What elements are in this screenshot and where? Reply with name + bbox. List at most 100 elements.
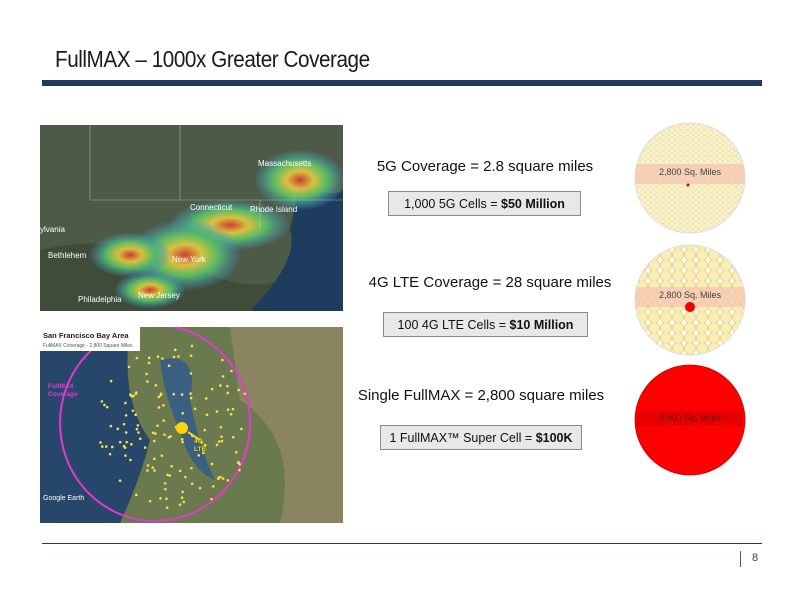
cell-site <box>132 394 135 398</box>
cell-site <box>238 462 241 466</box>
cost-box: 1 FullMAX™ Super Cell = $100K <box>380 425 582 450</box>
cell-site <box>215 410 219 413</box>
cell-site <box>190 482 194 486</box>
cell-site <box>172 392 176 396</box>
cell-site <box>178 469 182 473</box>
bay-coverage: FullMAX Coverage <box>48 383 78 398</box>
cell-site <box>210 387 214 391</box>
coverage-4g <box>634 244 746 356</box>
cell-site <box>167 364 171 368</box>
map-label: ylvania <box>40 225 65 234</box>
cell-site <box>240 427 243 431</box>
cell-site <box>151 431 155 435</box>
cell-site <box>166 473 169 477</box>
cell-site <box>178 503 182 507</box>
cell-site <box>211 485 215 488</box>
cell-site <box>219 425 223 429</box>
cell-site <box>157 406 161 409</box>
cell-site <box>161 357 164 360</box>
cell-site <box>180 438 184 441</box>
cell-site <box>189 396 193 400</box>
cell-site <box>124 454 127 457</box>
footer-line <box>42 543 762 544</box>
cell-site <box>226 391 230 395</box>
cell-site <box>123 446 127 449</box>
map-label: New Jersey <box>138 291 180 300</box>
cell-site <box>215 443 219 447</box>
cell-site <box>173 348 177 352</box>
bay-map <box>40 327 343 523</box>
cell-site <box>138 437 142 441</box>
cost-box: 100 4G LTE Cells = $10 Million <box>383 312 588 337</box>
cell-site <box>172 355 176 359</box>
row-heading: Single FullMAX = 2,800 square miles <box>357 387 605 404</box>
cell-site <box>237 460 240 464</box>
cell-site <box>221 358 224 362</box>
cell-site <box>134 413 137 417</box>
title-bar <box>42 80 762 86</box>
cell-site <box>135 356 139 360</box>
cell-site <box>220 439 224 443</box>
coverage-fullmax <box>634 364 746 476</box>
cell-site <box>163 433 166 436</box>
cell-site <box>157 395 161 399</box>
cell-site <box>167 436 171 439</box>
cell-site <box>210 462 214 466</box>
cell-site <box>100 400 104 403</box>
cell-site <box>99 441 102 444</box>
cell-site <box>165 497 168 501</box>
cell-site <box>180 496 184 499</box>
cell-site <box>104 445 108 448</box>
cell-site <box>151 466 155 469</box>
cell-site <box>190 466 193 470</box>
cell-site <box>135 493 138 497</box>
cell-site <box>103 403 106 407</box>
cell-site <box>110 445 114 449</box>
bay-title: San Francisco Bay Area <box>43 331 129 340</box>
cell-site <box>189 354 193 358</box>
cell-site <box>162 404 165 407</box>
cell-site <box>210 497 213 501</box>
circle-label: 2,800 Sq. Miles <box>659 413 722 423</box>
map-credit: Google Earth <box>43 495 84 502</box>
cell-site <box>217 440 221 443</box>
cell-site <box>134 392 138 396</box>
cell-site <box>146 380 149 383</box>
cell-site <box>147 356 151 360</box>
cost-text: 100 4G LTE Cells = <box>397 318 510 332</box>
cost-value: $10 Million <box>509 318 574 332</box>
cell-site <box>122 422 126 426</box>
cell-site <box>181 412 185 415</box>
east-map <box>40 125 343 311</box>
cell-site <box>152 457 156 461</box>
cell-site <box>168 474 172 477</box>
cell-site <box>220 435 223 438</box>
cell-site <box>217 476 220 480</box>
map-label: Bethlehem <box>48 251 87 260</box>
cell-site <box>146 469 149 472</box>
cost-value: $50 Million <box>501 197 565 211</box>
east-map-labels: Massachusetts Connecticut Rhode Island N… <box>40 159 311 304</box>
cell-site <box>237 388 240 392</box>
cell-site <box>231 407 235 411</box>
cell-site <box>130 443 133 446</box>
cell-site <box>147 361 151 365</box>
cost-text: 1 FullMAX™ Super Cell = <box>389 431 536 445</box>
cell-site <box>226 384 229 388</box>
cell-site <box>226 408 230 411</box>
cell-site <box>146 464 150 467</box>
map-label: Massachusetts <box>258 159 311 168</box>
cell-site <box>136 424 140 427</box>
cell-site <box>124 431 128 434</box>
cell-site <box>203 443 207 447</box>
cell-site <box>234 450 238 454</box>
cell-site <box>198 486 202 490</box>
map-label: Philadelphia <box>78 295 122 304</box>
cell-site <box>219 475 222 479</box>
cell-site <box>129 393 132 396</box>
cell-site <box>124 413 128 417</box>
cell-site <box>148 499 152 503</box>
cell-site <box>152 439 156 443</box>
cell-site <box>118 479 122 483</box>
cell-site <box>184 475 187 479</box>
